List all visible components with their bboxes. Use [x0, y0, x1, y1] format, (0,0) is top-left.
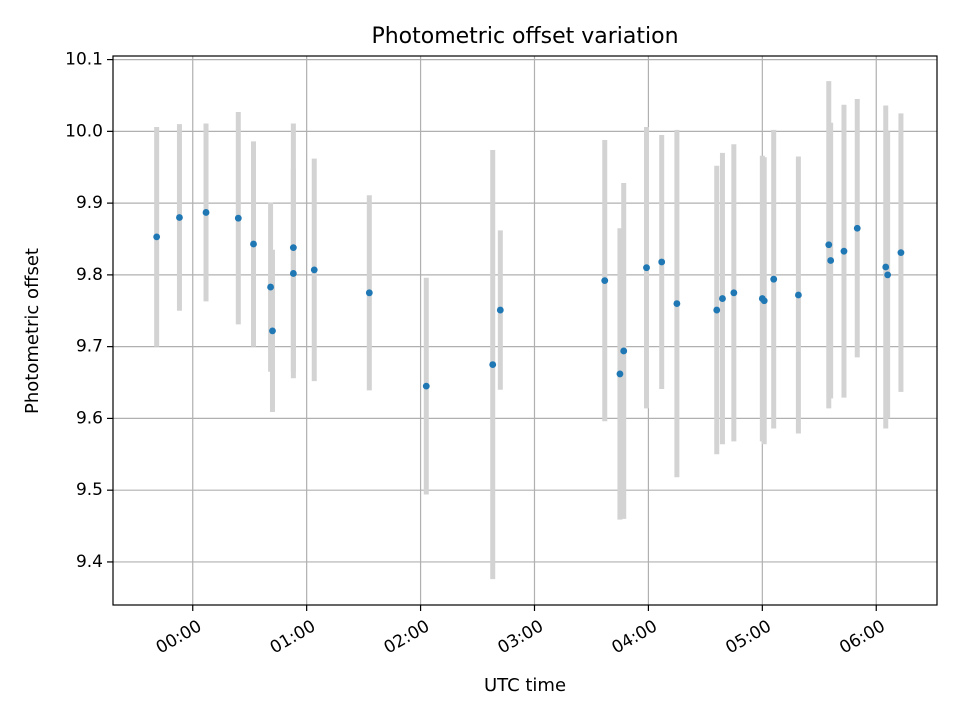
y-tick-label: 9.8 [76, 265, 103, 285]
data-point [176, 214, 183, 221]
data-point [489, 361, 497, 368]
data-point [853, 224, 861, 232]
data-point [234, 214, 242, 222]
data-point [202, 209, 210, 216]
data-point [713, 306, 721, 314]
y-tick-label: 9.9 [76, 193, 103, 213]
data-point [884, 271, 892, 279]
data-point [840, 247, 848, 255]
y-tick-label: 9.5 [76, 480, 103, 500]
data-point [620, 347, 628, 355]
data-point [269, 327, 276, 335]
data-point [616, 370, 624, 378]
y-tick-label: 9.6 [76, 408, 103, 428]
data-point [770, 275, 778, 283]
y-tick-label: 9.4 [76, 552, 103, 572]
y-axis-label: Photometric offset [22, 248, 43, 414]
data-point [825, 241, 833, 249]
plot-frame [112, 55, 938, 606]
x-axis-label: UTC time [484, 675, 566, 696]
data-point [496, 306, 504, 314]
data-point [250, 240, 257, 248]
y-tick-label: 9.7 [76, 337, 103, 357]
data-point [310, 266, 318, 274]
data-point [897, 249, 905, 257]
y-tick-label: 10.0 [65, 121, 103, 141]
data-point [730, 289, 738, 297]
data-point [882, 263, 890, 271]
data-point [422, 382, 430, 390]
chart-title: Photometric offset variation [371, 24, 678, 49]
data-point [658, 258, 666, 266]
data-point [673, 300, 681, 307]
data-point [365, 289, 373, 297]
data-point [827, 257, 835, 264]
data-point [267, 283, 274, 291]
data-point [289, 270, 297, 277]
data-point [719, 295, 726, 302]
data-point [289, 244, 297, 252]
data-point [643, 264, 650, 272]
data-point [153, 233, 161, 241]
data-point [795, 291, 802, 299]
data-point [760, 297, 768, 305]
data-points [153, 209, 905, 390]
y-tick-label: 10.1 [65, 50, 103, 70]
data-point [601, 277, 609, 285]
